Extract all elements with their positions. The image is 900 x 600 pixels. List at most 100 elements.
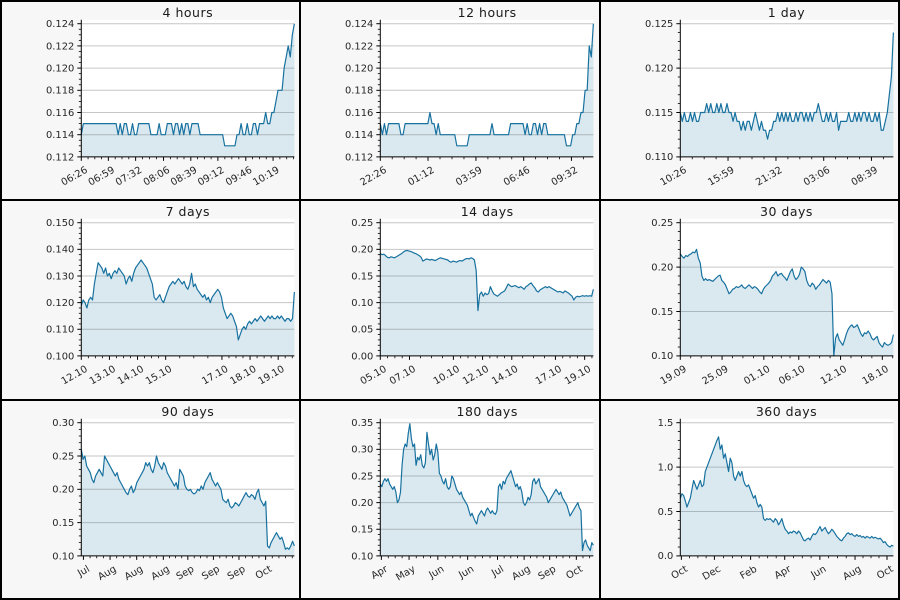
svg-text:15:59: 15:59 [706, 165, 736, 189]
chart-panel-14-days: 14 days 0.00 0.05 0.10 0.15 0.20 0.25 05.10 07.… [301, 201, 599, 399]
svg-text:Apr: Apr [370, 563, 391, 581]
svg-text:Jul: Jul [490, 563, 507, 579]
svg-text:Dec: Dec [700, 563, 722, 582]
chart-canvas-180-days: 0.10 0.15 0.20 0.25 0.30 0.35 Apr May Jun Jun Jul A… [352, 418, 595, 583]
svg-text:0.15: 0.15 [52, 518, 74, 529]
svg-text:03:59: 03:59 [455, 165, 485, 189]
svg-text:0.115: 0.115 [645, 108, 673, 119]
svg-text:25.09: 25.09 [700, 364, 730, 388]
svg-text:Oct: Oct [565, 563, 585, 581]
svg-text:07.10: 07.10 [388, 364, 418, 388]
chart-panel-12-hours: 12 hours 0.112 0.114 0.116 0.118 0.120 0.122 0… [301, 2, 599, 200]
svg-text:10:19: 10:19 [251, 165, 281, 189]
svg-text:17.10: 17.10 [200, 364, 230, 388]
svg-text:Aug: Aug [96, 563, 118, 582]
svg-text:19.10: 19.10 [257, 364, 287, 388]
svg-text:08:39: 08:39 [169, 165, 199, 189]
svg-text:0.100: 0.100 [46, 352, 74, 363]
svg-text:Oct: Oct [669, 563, 689, 581]
svg-text:18.10: 18.10 [860, 364, 890, 388]
svg-text:0.150: 0.150 [46, 218, 74, 229]
svg-text:01.10: 01.10 [742, 364, 772, 388]
svg-text:09:12: 09:12 [196, 165, 226, 189]
svg-text:0.140: 0.140 [46, 245, 74, 256]
svg-text:Sep: Sep [200, 563, 222, 582]
svg-text:Aug: Aug [123, 563, 145, 582]
svg-text:0.124: 0.124 [345, 19, 373, 30]
svg-text:1.5: 1.5 [657, 418, 673, 429]
svg-text:0.120: 0.120 [46, 63, 74, 74]
svg-text:06.10: 06.10 [777, 364, 807, 388]
svg-text:14.10: 14.10 [116, 364, 146, 388]
svg-text:Sep: Sep [226, 563, 248, 582]
svg-text:0.120: 0.120 [645, 63, 673, 74]
svg-text:0.15: 0.15 [352, 272, 374, 283]
svg-text:12.10: 12.10 [819, 364, 849, 388]
svg-text:0.112: 0.112 [46, 152, 74, 163]
chart-panel-360-days: 360 days 0.0 0.5 1.0 1.5 Oct Dec Feb Apr Jun Aug O… [600, 400, 898, 598]
svg-text:0.110: 0.110 [46, 325, 74, 336]
svg-text:0.114: 0.114 [46, 130, 74, 141]
svg-text:09:46: 09:46 [224, 165, 254, 189]
svg-text:10:26: 10:26 [658, 165, 688, 189]
svg-text:12.10: 12.10 [461, 364, 491, 388]
chart-canvas-4-hours: 0.112 0.114 0.116 0.118 0.120 0.122 0.124 06:26… [46, 19, 295, 189]
svg-text:0.118: 0.118 [345, 86, 373, 97]
chart-canvas-12-hours: 0.112 0.114 0.116 0.118 0.120 0.122 0.124 22:26… [345, 19, 595, 189]
chart-panel-4-hours: 4 hours 0.112 0.114 0.116 0.118 0.120 0.122 0.… [2, 2, 300, 200]
chart-panel-1-day: 1 day 0.110 0.115 0.120 0.125 10:26 15:59 21:3… [600, 2, 898, 200]
svg-text:21:32: 21:32 [754, 165, 784, 189]
chart-title-14-days: 14 days [460, 204, 514, 220]
svg-text:0.118: 0.118 [46, 86, 74, 97]
chart-title-30-days: 30 days [760, 204, 813, 220]
svg-text:Jun: Jun [808, 563, 828, 581]
chart-title-4-hours: 4 hours [162, 5, 214, 20]
svg-text:0.20: 0.20 [651, 263, 673, 274]
svg-text:0.122: 0.122 [46, 41, 74, 52]
svg-text:0.116: 0.116 [46, 108, 74, 119]
svg-text:06:59: 06:59 [87, 165, 117, 189]
svg-text:0.0: 0.0 [657, 551, 673, 562]
svg-text:0.122: 0.122 [345, 41, 373, 52]
svg-text:0.25: 0.25 [52, 451, 74, 462]
svg-text:0.124: 0.124 [46, 19, 74, 30]
svg-text:0.116: 0.116 [345, 108, 373, 119]
svg-text:0.00: 0.00 [352, 352, 374, 363]
svg-text:12.10: 12.10 [60, 364, 90, 388]
svg-text:05.10: 05.10 [359, 364, 389, 388]
chart-canvas-1-day: 0.110 0.115 0.120 0.125 10:26 15:59 21:32 03:06… [645, 19, 894, 189]
svg-text:0.5: 0.5 [657, 507, 673, 518]
svg-text:0.20: 0.20 [352, 245, 374, 256]
svg-text:0.15: 0.15 [651, 307, 673, 318]
svg-text:0.30: 0.30 [352, 444, 374, 455]
svg-text:14.10: 14.10 [490, 364, 520, 388]
svg-text:09:32: 09:32 [550, 165, 580, 189]
svg-text:13.10: 13.10 [88, 364, 118, 388]
svg-text:0.120: 0.120 [46, 298, 74, 309]
svg-text:May: May [395, 563, 418, 583]
svg-text:0.05: 0.05 [352, 325, 374, 336]
svg-text:Jun: Jun [457, 563, 477, 581]
svg-text:Sep: Sep [537, 563, 559, 582]
chart-canvas-360-days: 0.0 0.5 1.0 1.5 Oct Dec Feb Apr Jun Aug Oct [657, 418, 895, 583]
svg-text:Jul: Jul [75, 563, 92, 579]
svg-text:10.10: 10.10 [432, 364, 462, 388]
chart-panel-180-days: 180 days 0.10 0.15 0.20 0.25 0.30 0.35 Apr May J… [301, 400, 599, 598]
svg-text:1.0: 1.0 [657, 462, 673, 473]
svg-text:0.25: 0.25 [352, 471, 374, 482]
svg-text:Oct: Oct [875, 563, 895, 581]
svg-text:18.10: 18.10 [228, 364, 258, 388]
svg-text:0.10: 0.10 [52, 551, 74, 562]
svg-text:19.10: 19.10 [563, 364, 593, 388]
svg-text:0.110: 0.110 [645, 152, 673, 163]
svg-text:0.30: 0.30 [52, 418, 74, 429]
svg-text:0.35: 0.35 [352, 418, 374, 429]
svg-text:22:26: 22:26 [359, 165, 389, 189]
svg-text:Aug: Aug [150, 563, 172, 582]
chart-title-360-days: 360 days [755, 403, 818, 419]
svg-text:0.15: 0.15 [352, 524, 374, 535]
svg-text:0.10: 0.10 [651, 352, 673, 363]
svg-text:0.125: 0.125 [645, 19, 673, 30]
